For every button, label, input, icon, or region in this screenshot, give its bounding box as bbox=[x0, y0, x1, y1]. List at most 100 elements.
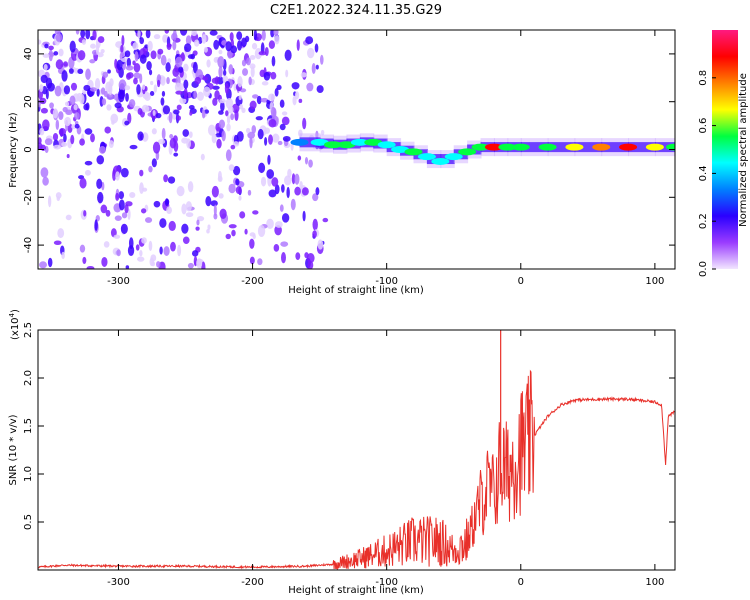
colorbar-ticks: 0.0 0.2 0.4 0.6 0.8 bbox=[698, 70, 716, 277]
spectrogram-noise-blob bbox=[185, 35, 192, 46]
spectrogram-noise-blob bbox=[211, 133, 217, 144]
spectrogram-noise-blob bbox=[75, 30, 80, 35]
spectrogram-noise-blob bbox=[132, 60, 136, 66]
spectrogram-core-segment bbox=[299, 137, 321, 148]
spectrogram-noise-blob bbox=[230, 45, 238, 54]
snr-y-label: SNR (10 * v/v) bbox=[8, 414, 19, 485]
spectrogram-noise-blob bbox=[129, 144, 138, 150]
spectrogram-noise-blob bbox=[259, 69, 266, 78]
spectrogram-noise-blob bbox=[179, 97, 187, 104]
spectrogram-noise-blob bbox=[214, 76, 220, 85]
spectrogram-noise-blob bbox=[73, 104, 78, 111]
spectrogram-noise-blob bbox=[101, 256, 108, 268]
spectrogram-noise-blob bbox=[100, 204, 108, 214]
spectrogram-noise-blob bbox=[179, 30, 188, 36]
spectrogram-noise-blob bbox=[235, 178, 240, 186]
spectrogram-noise-blob bbox=[144, 217, 153, 223]
spectrogram-noise-blob bbox=[230, 113, 235, 121]
spectrogram-noise-blob bbox=[96, 88, 100, 97]
spectrogram-noise-blob bbox=[294, 186, 301, 196]
spectrogram-noise-blob bbox=[212, 85, 220, 90]
spectrogram-noise-blob bbox=[156, 261, 161, 268]
spectrogram-noise-blob bbox=[40, 74, 48, 84]
spectrogram-signal-point bbox=[498, 143, 517, 151]
spectrogram-noise-blob bbox=[280, 241, 289, 247]
spectrogram-noise-blob bbox=[213, 56, 219, 63]
spectrogram-noise-blob bbox=[137, 131, 144, 141]
spectrogram-noise-blob bbox=[232, 141, 240, 147]
spectrogram-noise-blob bbox=[193, 39, 200, 47]
spectrogram-noise-blob bbox=[96, 155, 105, 165]
spectrogram-noise-blob bbox=[317, 239, 324, 250]
spectrogram-signal-point bbox=[310, 138, 329, 146]
spectrogram-noise-blob bbox=[38, 137, 42, 145]
spectrogram-noise-blob bbox=[172, 30, 177, 41]
spectrogram-noise-blob bbox=[201, 34, 207, 44]
spectrogram-noise-blob bbox=[166, 43, 172, 48]
spectrogram-y-tick-label: -20 bbox=[23, 189, 34, 205]
spectrogram-noise-blob bbox=[252, 94, 259, 99]
spectrogram-noise-blob bbox=[206, 228, 210, 234]
spectrogram-noise-blob bbox=[172, 135, 178, 144]
spectrogram-noise-blob bbox=[63, 85, 71, 95]
spectrogram-noise-blob bbox=[81, 39, 87, 45]
spectrogram-y-tick-label: -40 bbox=[23, 237, 34, 253]
spectrogram-noise-blob bbox=[238, 94, 242, 101]
spectrogram-noise-blob bbox=[312, 230, 317, 238]
spectrogram-noise-blob bbox=[48, 45, 54, 51]
spectrogram-noise-blob bbox=[266, 169, 275, 179]
spectrogram-noise-blob bbox=[196, 219, 200, 226]
spectrogram-noise-blob bbox=[291, 173, 296, 185]
spectrogram-noise-blob bbox=[263, 71, 271, 81]
spectrogram-noise-blob bbox=[152, 141, 161, 154]
spectrogram-noise-blob bbox=[77, 50, 86, 61]
spectrogram-y-tick-label: 20 bbox=[23, 95, 34, 108]
spectrogram-noise-blob bbox=[281, 184, 285, 193]
spectrogram-noise-blob bbox=[228, 164, 235, 171]
spectrogram-y-tick-label: 0 bbox=[23, 146, 34, 152]
spectrogram-noise-blob bbox=[89, 87, 98, 92]
spectrogram-noise-blob bbox=[286, 186, 290, 199]
spectrogram-noise-blob bbox=[58, 111, 64, 120]
spectrogram-noise-blob bbox=[153, 84, 158, 93]
spectrogram-noise-blob bbox=[176, 185, 185, 197]
spectrogram-noise-blob bbox=[203, 86, 211, 97]
spectrogram-noise-blob bbox=[134, 51, 139, 62]
spectrogram-noise-blob bbox=[174, 82, 182, 92]
spectrogram-signal-point bbox=[645, 143, 664, 151]
snr-x-label: Height of straight line (km) bbox=[288, 585, 424, 596]
snr-line-layer bbox=[38, 330, 675, 570]
spectrogram-noise-blob bbox=[85, 30, 91, 40]
spectrogram-signal-point bbox=[350, 138, 369, 146]
spectrogram-noise-blob bbox=[63, 61, 68, 67]
spectrogram-signal-points bbox=[290, 138, 675, 165]
snr-y-tick-label: 0.5 bbox=[23, 514, 34, 530]
spectrogram-noise-blob bbox=[213, 204, 217, 217]
spectrogram-x-tick-label: -300 bbox=[107, 276, 130, 287]
snr-scale-exponent: 4 bbox=[8, 312, 16, 317]
spectrogram-noise-blob bbox=[47, 257, 53, 268]
spectrogram-noise-blob bbox=[55, 192, 62, 199]
spectrogram-noise-blob bbox=[217, 56, 225, 68]
snr-x-tick-label: -100 bbox=[375, 577, 398, 588]
spectrogram-noise-blob bbox=[181, 137, 189, 144]
spectrogram-noise-blob bbox=[187, 262, 194, 269]
spectrogram-noise-blob bbox=[301, 187, 309, 196]
snr-y-tick-label: 2.5 bbox=[23, 322, 34, 338]
spectrogram-noise-blob bbox=[176, 104, 182, 111]
spectrogram-noise-blob bbox=[105, 209, 111, 217]
colorbar: 0.0 0.2 0.4 0.6 0.8 Normalized spectral ampl… bbox=[698, 30, 749, 277]
spectrogram-y-label: Frequency (Hz) bbox=[8, 112, 19, 188]
spectrogram-noise-blob bbox=[236, 131, 244, 142]
spectrogram-x-tick-label: 100 bbox=[645, 276, 664, 287]
spectrogram-noise-blob bbox=[237, 76, 243, 88]
spectrogram-noise-blob bbox=[65, 214, 72, 221]
spectrogram-noise-blob bbox=[64, 116, 72, 127]
spectrogram-noise-blob bbox=[168, 220, 176, 232]
snr-y-scale: (x104) bbox=[8, 309, 21, 340]
spectrogram-noise-blob bbox=[42, 53, 50, 58]
spectrogram-noise-blob bbox=[320, 129, 325, 136]
spectrogram-noise-blob bbox=[255, 116, 263, 121]
spectrogram-noise-blob bbox=[196, 258, 203, 269]
